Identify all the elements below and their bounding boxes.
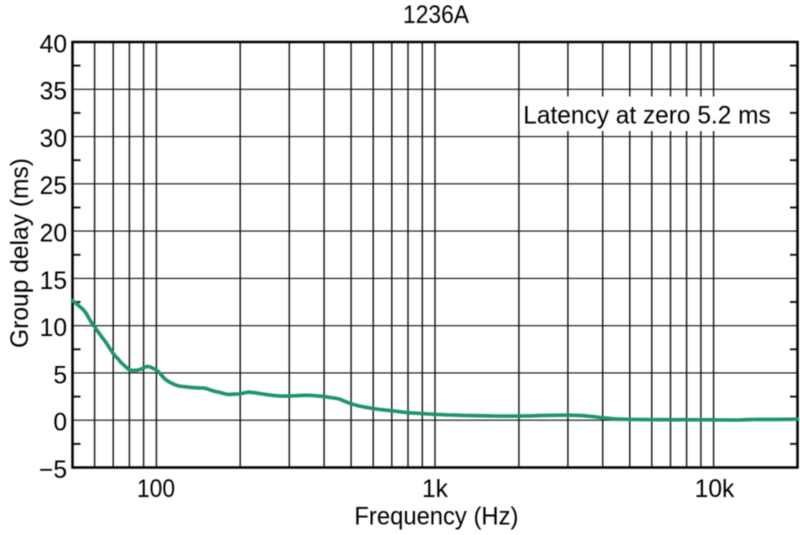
svg-text:0: 0 bbox=[53, 410, 67, 437]
svg-text:Frequency (Hz): Frequency (Hz) bbox=[354, 504, 518, 531]
svg-text:5: 5 bbox=[53, 362, 67, 389]
svg-text:1k: 1k bbox=[422, 476, 449, 503]
svg-text:10: 10 bbox=[40, 315, 67, 342]
svg-text:10k: 10k bbox=[695, 476, 735, 503]
svg-text:100: 100 bbox=[137, 476, 175, 503]
svg-text:25: 25 bbox=[40, 173, 67, 200]
svg-text:40: 40 bbox=[40, 31, 67, 58]
svg-text:Latency at zero 5.2 ms: Latency at zero 5.2 ms bbox=[523, 103, 771, 130]
svg-text:35: 35 bbox=[40, 79, 67, 106]
svg-text:−5: −5 bbox=[39, 457, 67, 484]
svg-text:15: 15 bbox=[40, 268, 67, 295]
svg-text:20: 20 bbox=[40, 221, 67, 248]
svg-text:Group delay (ms): Group delay (ms) bbox=[7, 158, 34, 348]
svg-text:30: 30 bbox=[40, 126, 67, 153]
svg-text:1236A: 1236A bbox=[403, 2, 470, 29]
